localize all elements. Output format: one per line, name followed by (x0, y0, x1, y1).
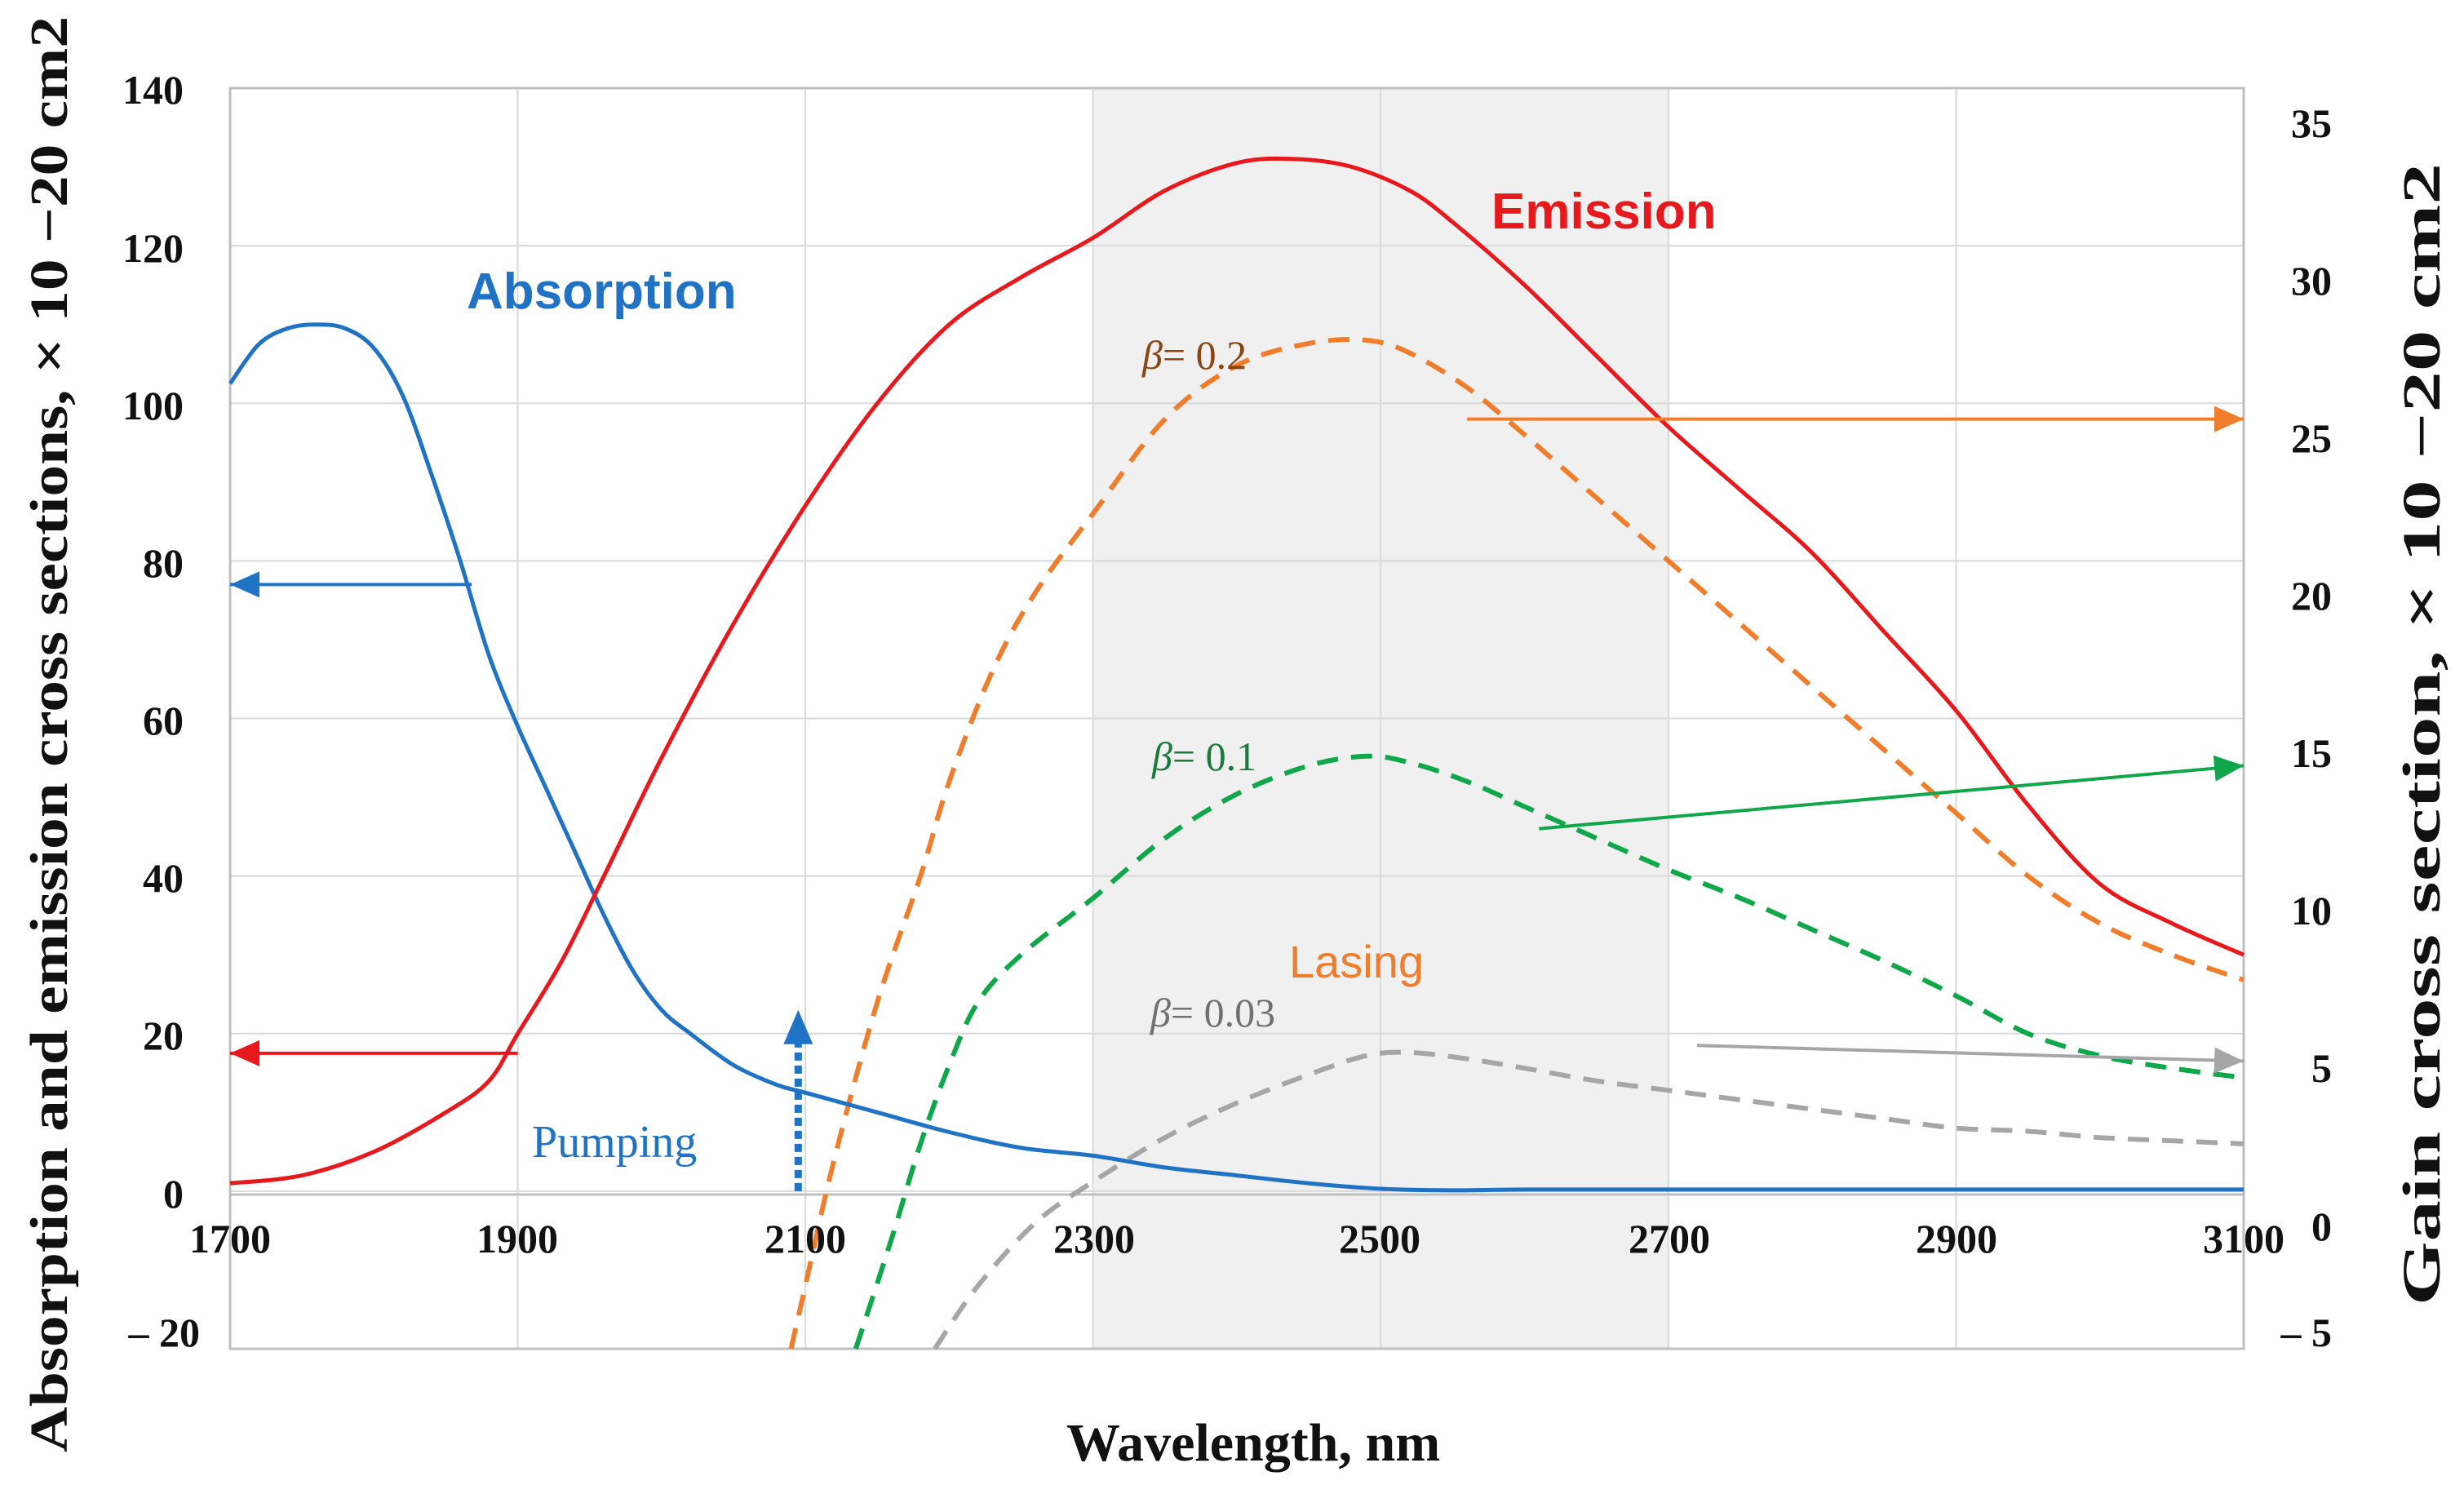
y-left-tick: 20 (143, 1013, 184, 1058)
y-left-tick: 60 (143, 698, 184, 743)
x-tick: 2100 (764, 1216, 846, 1261)
x-tick: 1900 (476, 1216, 558, 1261)
y-left-tick: 0 (163, 1171, 184, 1217)
series-line-absorption (228, 322, 2244, 1193)
pumping-arrow-head (783, 1009, 813, 1044)
arrow-layer (230, 406, 2245, 1191)
beta-value: = 0.03 (1171, 990, 1275, 1035)
y-right-tick: 25 (2291, 415, 2332, 461)
y-left-tick: 40 (143, 855, 184, 901)
x-tick: 2300 (1053, 1216, 1135, 1261)
y-right-tick: 15 (2291, 730, 2332, 776)
beta-symbol: β (1150, 990, 1171, 1035)
axis-pointer-arrow (1697, 1044, 2245, 1074)
axis-pointer-arrow (1539, 755, 2245, 831)
series-line-0-1 (853, 753, 2245, 1350)
beta-0-2-label: β= 0.2 (1141, 332, 1247, 378)
y-right-tick: 20 (2291, 573, 2332, 618)
beta-symbol: β (1141, 332, 1163, 378)
x-tick: 3100 (2203, 1216, 2285, 1261)
y-right-axis-title: Gain cross section, × 10 −20 cm2 (2392, 163, 2452, 1305)
x-tick: 2900 (1916, 1216, 1997, 1261)
x-tick: 1700 (189, 1216, 271, 1261)
lasing-label: Lasing (1289, 936, 1424, 987)
beta-value: = 0.1 (1172, 734, 1256, 779)
beta-symbol: β (1151, 734, 1172, 779)
x-axis-title: Wavelength, nm (1066, 1413, 1440, 1473)
beta-value: = 0.2 (1163, 332, 1247, 378)
y-right-tick: 10 (2291, 888, 2332, 933)
y-right-tick: 30 (2291, 258, 2332, 304)
y-right-tick: 0 (2311, 1204, 2332, 1249)
series-line-emission (229, 156, 2245, 1186)
y-left-tick: 120 (122, 225, 184, 271)
pumping-label: Pumping (532, 1117, 697, 1168)
series-line-0-03 (933, 1049, 2245, 1350)
series-layer (228, 156, 2245, 1350)
y-left-tick: – 20 (128, 1310, 201, 1355)
emission-label: Emission (1491, 184, 1717, 240)
y-left-tick: 140 (122, 67, 184, 113)
beta-0-03-label: β= 0.03 (1150, 990, 1275, 1035)
y-left-tick: 80 (143, 540, 184, 586)
y-left-axis-title: Absorption and emission cross sections, … (20, 16, 79, 1452)
gridlines (230, 88, 2244, 1349)
y-right-tick: 5 (2311, 1045, 2332, 1091)
absorption-label: Absorption (467, 264, 737, 320)
plot-border (228, 86, 2245, 1350)
y-right-tick: 35 (2291, 100, 2332, 146)
y-right-tick: – 5 (2280, 1310, 2333, 1355)
x-tick: 2700 (1629, 1216, 1710, 1261)
y-left-tick: 100 (122, 383, 184, 428)
x-tick: 2500 (1339, 1216, 1420, 1261)
beta-0-1-label: β= 0.1 (1151, 734, 1256, 779)
